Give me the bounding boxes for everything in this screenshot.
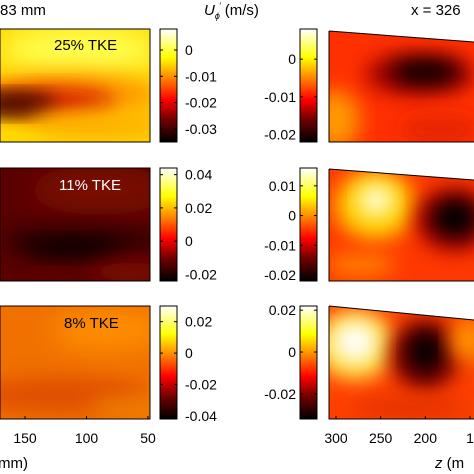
x-tick-label: 200 bbox=[414, 430, 438, 446]
colorbar-tick-label: -0.02 bbox=[185, 95, 217, 111]
colorbar-tick-label: -0.04 bbox=[185, 408, 217, 424]
heatmap-right-1 bbox=[328, 30, 474, 143]
x-tick-label: 150 bbox=[13, 430, 37, 446]
x-tick-label: 100 bbox=[75, 430, 99, 446]
colorbar-tick-label: 0 bbox=[288, 51, 296, 67]
left-x-axis-label: mm) bbox=[0, 455, 28, 472]
heatmap-left-3 bbox=[0, 305, 151, 420]
colorbar-label-var: U bbox=[204, 2, 215, 19]
colorbar-tick-label: 0.02 bbox=[185, 200, 212, 216]
right-x-axis-var: z bbox=[434, 455, 443, 472]
colorbar-label-unit: (m/s) bbox=[221, 2, 259, 19]
right-header-text: x = 326 bbox=[411, 2, 461, 19]
x-tick-label: 250 bbox=[369, 430, 393, 446]
colorbar-tick-label: -0.02 bbox=[185, 376, 217, 392]
colorbar-tick-label: -0.01 bbox=[185, 68, 217, 84]
colorbar-left-1 bbox=[159, 28, 178, 143]
colorbar-tick-label: -0.02 bbox=[264, 126, 296, 142]
colorbar-tick-label: 0 bbox=[185, 345, 193, 361]
colorbar-tick-label: 0.04 bbox=[185, 167, 212, 183]
right-x-axis-unit: (m bbox=[443, 455, 465, 472]
x-axis-ticks: 150 100 50 300 250 200 1 bbox=[13, 416, 474, 446]
colorbar-right-1 bbox=[299, 28, 318, 143]
colorbar-tick-label: 0 bbox=[185, 233, 193, 249]
left-header-text: 83 mm bbox=[0, 2, 46, 19]
header: 83 mm Uϕ' (m/s) x = 326 bbox=[0, 1, 461, 21]
colorbar-left-3 bbox=[159, 305, 178, 420]
colorbar-ticks: 0 -0.01 -0.02 -0.03 0 -0.01 -0.02 0.04 0.02 0 -0.0… bbox=[160, 42, 317, 424]
colorbar-tick-label: 0 bbox=[288, 208, 296, 224]
colorbar-left-2 bbox=[159, 167, 178, 282]
heatmap-left-2 bbox=[0, 167, 151, 282]
colorbar-tick-label: 0 bbox=[288, 344, 296, 360]
colorbar-tick-label: -0.03 bbox=[185, 121, 217, 137]
panel-label-2: 11% TKE bbox=[59, 177, 121, 194]
colorbar-tick-label: -0.02 bbox=[264, 386, 296, 402]
colorbar-label-sup: ' bbox=[219, 1, 221, 11]
heatmap-left-1 bbox=[0, 28, 151, 143]
colorbar-tick-label: -0.01 bbox=[264, 237, 296, 253]
colorbar-right-3 bbox=[299, 305, 318, 420]
panel-label-1: 25% TKE bbox=[54, 37, 117, 54]
colorbar-label-sub: ϕ bbox=[215, 11, 220, 21]
colorbar-label: Uϕ' (m/s) bbox=[204, 1, 259, 21]
colorbar-tick-label: -0.01 bbox=[264, 89, 296, 105]
x-tick-label: 1 bbox=[466, 430, 474, 446]
colorbar-right-2 bbox=[299, 167, 318, 282]
colorbar-tick-label: 0.02 bbox=[185, 314, 212, 330]
x-tick-label: 300 bbox=[324, 430, 348, 446]
colorbar-tick-label: 0 bbox=[185, 42, 193, 58]
colorbar-tick-label: -0.02 bbox=[185, 266, 217, 282]
colorbar-tick-label: -0.02 bbox=[264, 267, 296, 283]
panel-label-3: 8% TKE bbox=[64, 315, 119, 332]
colorbar-tick-label: 0.01 bbox=[269, 178, 296, 194]
heatmap-right-3 bbox=[328, 305, 474, 420]
colorbar-tick-label: 0.02 bbox=[269, 302, 296, 318]
right-x-axis-label: z (m bbox=[434, 455, 464, 472]
x-tick-label: 50 bbox=[140, 430, 156, 446]
heatmap-right-2 bbox=[328, 168, 474, 282]
